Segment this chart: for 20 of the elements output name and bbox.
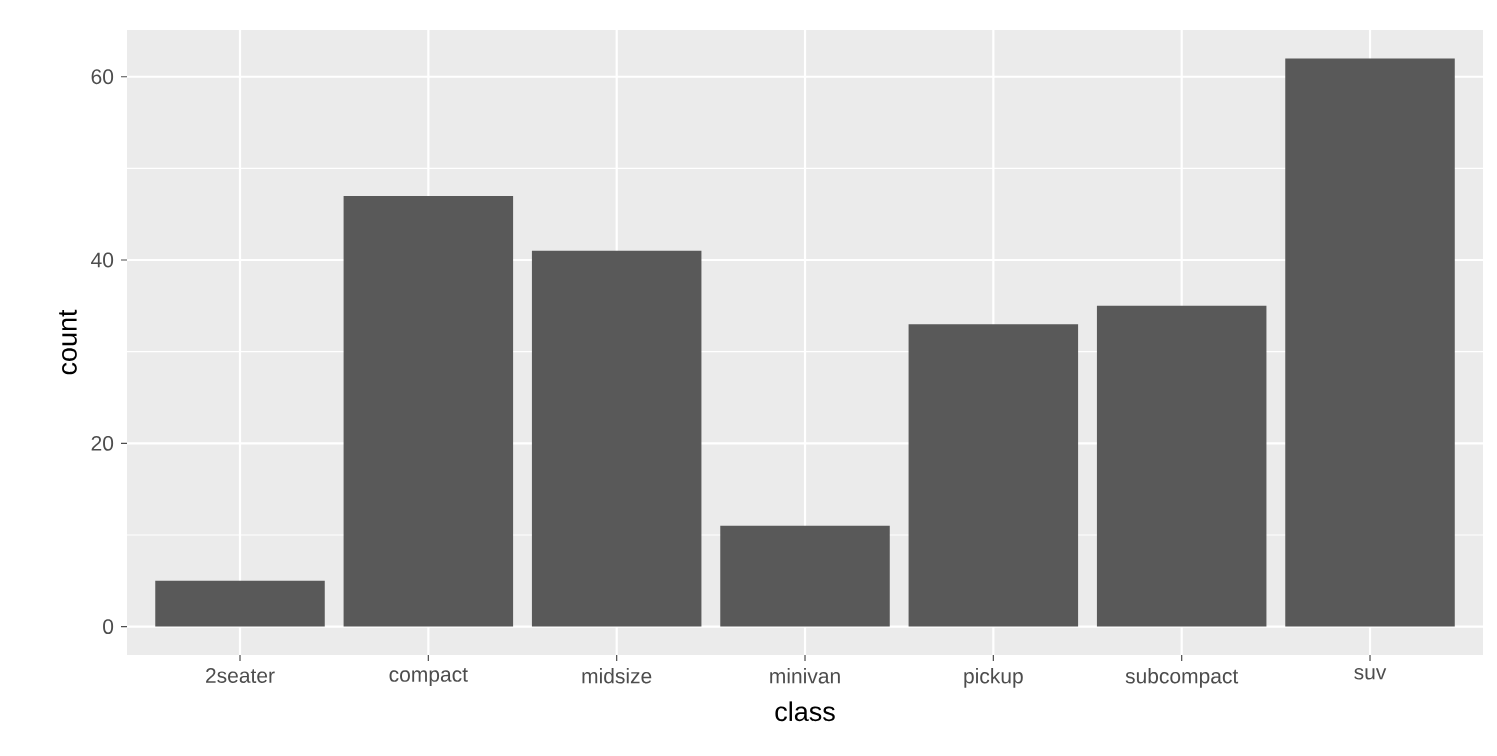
bar xyxy=(343,195,514,627)
y-tick-label: 0 xyxy=(103,619,114,635)
y-tick-label: 60 xyxy=(91,69,114,85)
bar xyxy=(908,324,1079,627)
x-tick-label: compact xyxy=(389,668,468,686)
y-tick-label: 40 xyxy=(91,252,114,268)
bar xyxy=(1096,305,1267,627)
bar xyxy=(720,525,890,627)
y-tick-label: 20 xyxy=(91,435,114,451)
x-axis-title: class xyxy=(775,701,835,722)
x-tick-label: subcompact xyxy=(1125,668,1239,688)
x-tick-label: suv xyxy=(1354,668,1387,680)
bar xyxy=(531,250,702,627)
bar xyxy=(155,580,325,627)
x-tick-label: minivan xyxy=(770,668,840,684)
y-axis-title: count xyxy=(59,309,77,375)
x-tick-label: midsize xyxy=(582,668,652,684)
bar xyxy=(1285,58,1455,627)
x-tick-label: pickup xyxy=(964,668,1023,688)
x-tick-label: 2seater xyxy=(206,668,275,683)
